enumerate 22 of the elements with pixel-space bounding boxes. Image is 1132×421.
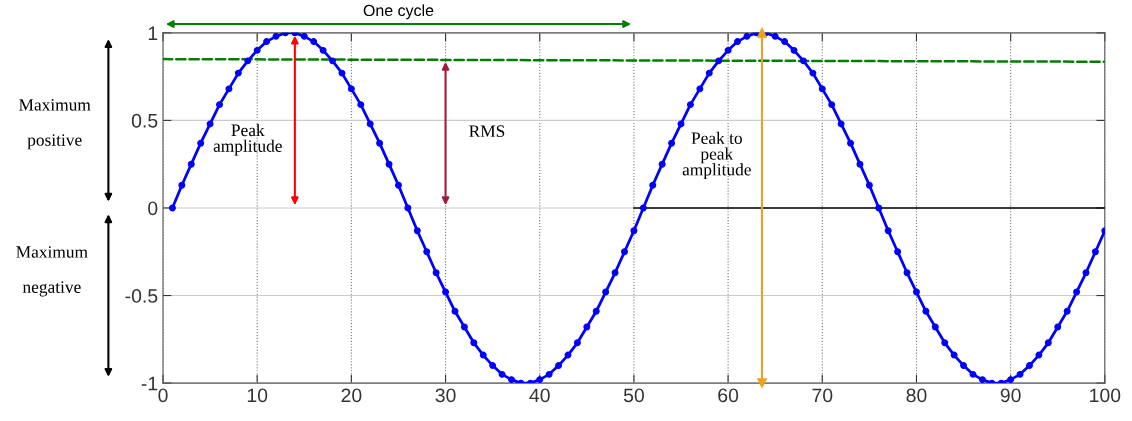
ref-line-label: Peak to peak amplitude xyxy=(682,131,751,180)
y-tick-label: -0.5 xyxy=(125,289,158,303)
y-tick-label: -1 xyxy=(141,376,158,391)
text: Maximum positive xyxy=(19,99,91,150)
text: One cycle xyxy=(363,4,434,20)
y-tick-label: 0.5 xyxy=(131,113,158,128)
annotation: Peak amplitude xyxy=(213,123,282,156)
y-tick-label: 1 xyxy=(148,26,158,40)
y-tick-label: 0 xyxy=(148,201,158,216)
text: Maximum negative xyxy=(16,246,88,297)
x-tick-label: 90 xyxy=(1000,388,1021,403)
x-tick-label: 10 xyxy=(247,388,268,403)
x-tick-label: 80 xyxy=(906,388,927,403)
x-tick-label: 100 xyxy=(1090,388,1121,403)
x-tick-label: 60 xyxy=(718,388,739,403)
annotation: RMS xyxy=(469,125,505,138)
x-tick-label: 30 xyxy=(435,388,456,403)
x-tick-label: 0 xyxy=(158,388,168,403)
x-tick-label: 50 xyxy=(623,388,644,403)
x-tick-label: 20 xyxy=(341,388,362,403)
x-tick-label: 70 xyxy=(812,388,833,403)
x-tick-label: 40 xyxy=(529,388,550,403)
